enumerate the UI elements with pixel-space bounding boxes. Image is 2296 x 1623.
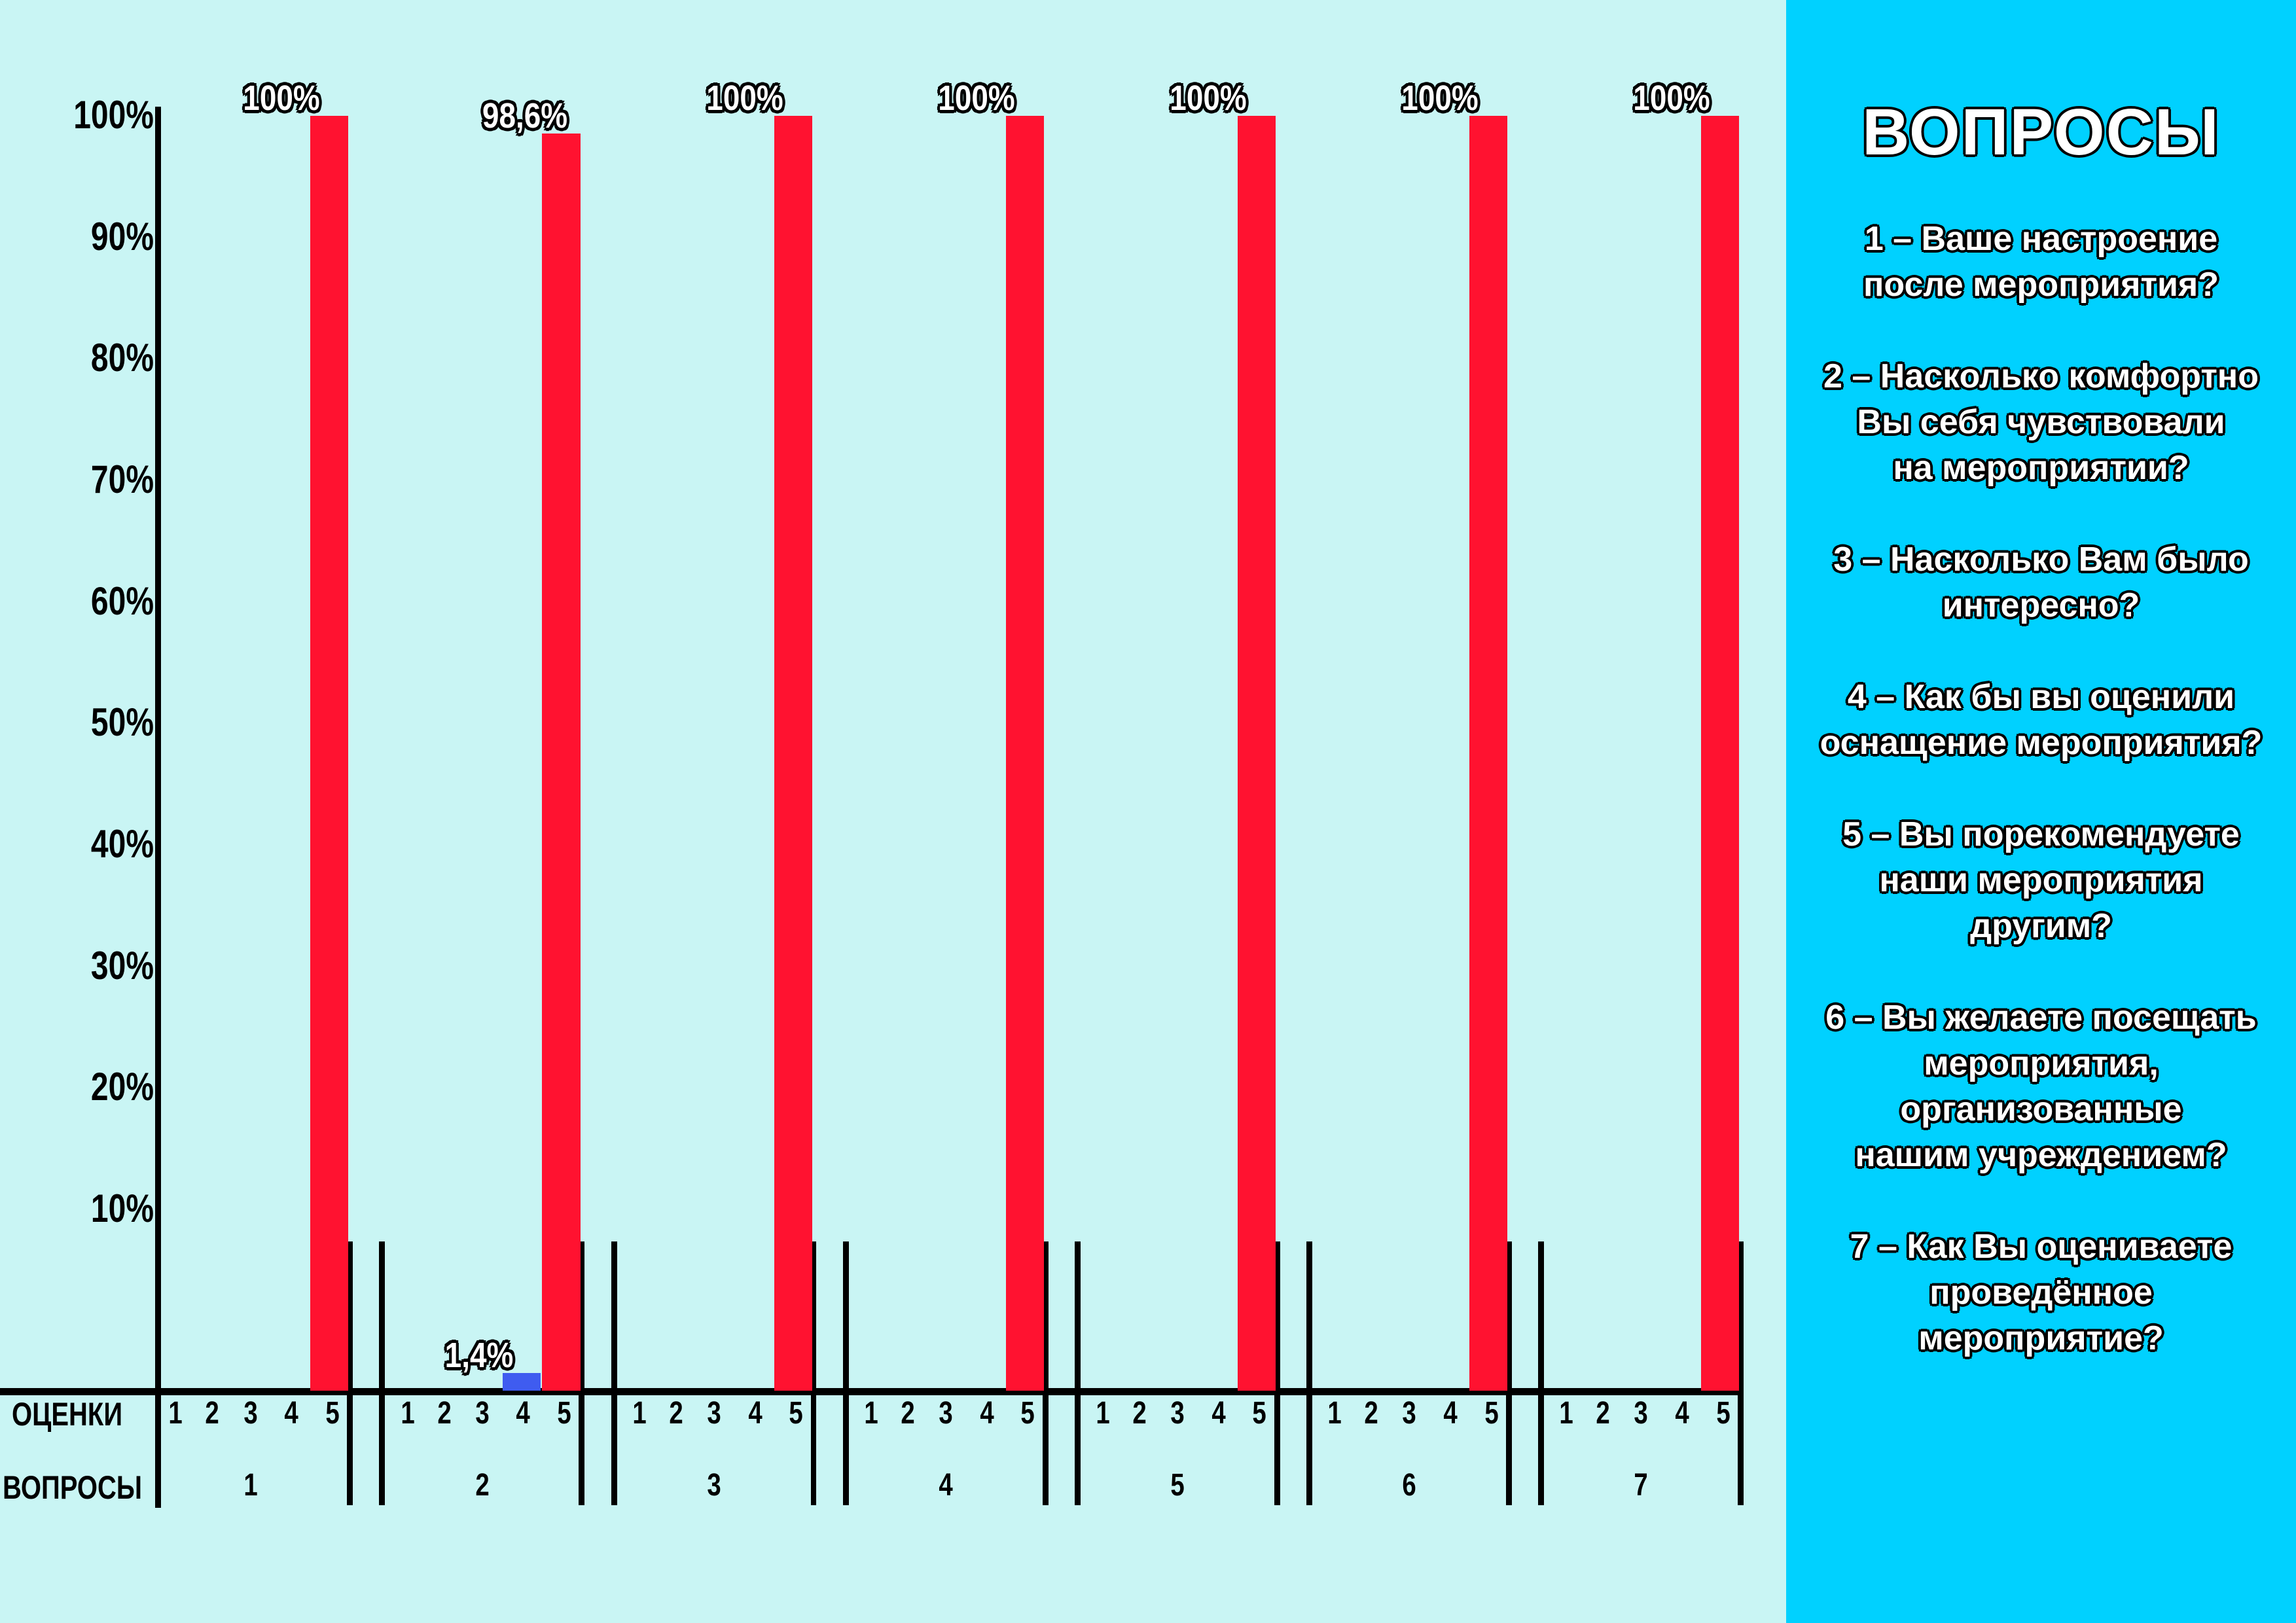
x-axis-baseline [0, 1387, 1743, 1396]
rating-tick-label: 4 [979, 1396, 994, 1431]
rating-tick-label: 1 [1096, 1396, 1110, 1431]
group-left-divider [842, 1241, 849, 1505]
rating-tick-label: 5 [1716, 1396, 1731, 1431]
bar-rating-5 [774, 115, 812, 1391]
y-tick-label: 70% [90, 457, 154, 501]
group-left-divider [1538, 1241, 1545, 1505]
rating-tick-label: 1 [1327, 1396, 1342, 1431]
data-label: 100% [938, 78, 1015, 118]
question-item: 6 – Вы желаете посещать мероприятия, орг… [1825, 999, 2257, 1174]
group-left-divider [1306, 1241, 1312, 1505]
y-tick-label: 50% [90, 700, 154, 745]
ratings-row-label: ОЦЕНКИ [11, 1396, 122, 1433]
group-left-divider [1074, 1241, 1081, 1505]
rating-tick-label: 5 [1252, 1396, 1267, 1431]
y-tick-label: 80% [90, 336, 154, 380]
rating-tick-label: 5 [557, 1396, 571, 1431]
y-tick-label: 60% [90, 579, 154, 623]
data-label: 100% [1170, 78, 1247, 118]
rating-tick-label: 2 [205, 1396, 220, 1431]
rating-tick-label: 4 [1443, 1396, 1458, 1431]
questions-row-label: ВОПРОСЫ [3, 1469, 143, 1506]
rating-tick-label: 1 [632, 1396, 647, 1431]
group-right-divider [347, 1241, 353, 1505]
rating-tick-label: 3 [243, 1396, 258, 1431]
rating-tick-label: 2 [1364, 1396, 1378, 1431]
question-item: 3 – Насколько Вам было интересно? [1833, 541, 2249, 624]
data-label: 100% [1633, 78, 1711, 118]
group-right-divider [1274, 1241, 1280, 1505]
group-right-divider [1505, 1241, 1512, 1505]
rating-tick-label: 5 [1484, 1396, 1499, 1431]
bar-rating-5 [1237, 115, 1276, 1391]
bar-rating-5 [1701, 115, 1740, 1391]
bar-rating-5 [542, 134, 581, 1391]
bar-rating-5 [1469, 115, 1508, 1391]
rating-tick-label: 4 [747, 1396, 762, 1431]
question-item: 2 – Насколько комфортно Вы себя чувствов… [1823, 357, 2259, 487]
rating-tick-label: 5 [1020, 1396, 1035, 1431]
bar-rating-5 [1005, 115, 1044, 1391]
rating-tick-label: 4 [284, 1396, 298, 1431]
questions-title: ВОПРОСЫ [1862, 96, 2220, 169]
question-number-label: 6 [1402, 1467, 1416, 1503]
rating-tick-label: 1 [168, 1396, 183, 1431]
question-number-label: 4 [939, 1467, 953, 1503]
y-tick-label: 100% [73, 92, 154, 137]
data-label: 1,4% [444, 1335, 514, 1375]
group-right-divider [1738, 1241, 1744, 1505]
y-tick-label: 90% [90, 214, 154, 259]
bar-rating-5 [310, 115, 349, 1391]
question-item: 4 – Как бы вы оценили оснащение мероприя… [1820, 678, 2263, 762]
rating-tick-label: 2 [1596, 1396, 1610, 1431]
rating-tick-label: 1 [1559, 1396, 1574, 1431]
group-right-divider [1042, 1241, 1049, 1505]
data-label: 100% [242, 78, 320, 118]
rating-tick-label: 1 [864, 1396, 878, 1431]
group-right-divider [579, 1241, 585, 1505]
data-label: 100% [1401, 78, 1479, 118]
rating-tick-label: 1 [400, 1396, 415, 1431]
rating-tick-label: 3 [475, 1396, 490, 1431]
y-tick-label: 20% [90, 1065, 154, 1109]
rating-tick-label: 3 [1634, 1396, 1649, 1431]
question-number-label: 3 [707, 1467, 721, 1503]
question-item: 7 – Как Вы оцениваете проведённое меропр… [1850, 1228, 2233, 1357]
rating-tick-label: 4 [1211, 1396, 1226, 1431]
y-axis [155, 107, 162, 1508]
rating-tick-label: 2 [437, 1396, 452, 1431]
group-right-divider [810, 1241, 817, 1505]
questions-panel: ВОПРОСЫ 1 – Ваше настроение после меропр… [1786, 0, 2296, 1623]
question-item: 5 – Вы порекомендуете наши мероприятия д… [1842, 815, 2240, 945]
group-left-divider [379, 1241, 386, 1505]
bar-rating-4 [503, 1373, 541, 1391]
data-label: 100% [706, 78, 783, 118]
group-left-divider [611, 1241, 617, 1505]
rating-tick-label: 2 [1132, 1396, 1147, 1431]
question-number-label: 7 [1634, 1467, 1649, 1503]
survey-bar-chart: 100% 90% 80% 70% 60% 50% 40% 30% 20% 10% ОЦЕНКИ ВОП… [0, 78, 1744, 1508]
y-tick-label: 10% [90, 1186, 154, 1231]
rating-tick-label: 3 [1402, 1396, 1416, 1431]
data-label: 98,6% [482, 96, 567, 135]
questions-list: 1 – Ваше настроение после мероприятия? 2… [1786, 216, 2296, 1361]
y-tick-label: 40% [90, 822, 154, 866]
rating-tick-label: 5 [789, 1396, 803, 1431]
question-number-label: 1 [243, 1467, 258, 1503]
rating-tick-label: 2 [901, 1396, 915, 1431]
rating-tick-label: 5 [325, 1396, 340, 1431]
rating-tick-label: 3 [707, 1396, 721, 1431]
rating-tick-label: 2 [669, 1396, 683, 1431]
rating-tick-label: 3 [939, 1396, 953, 1431]
y-tick-label: 30% [90, 943, 154, 988]
question-number-label: 2 [475, 1467, 490, 1503]
rating-tick-label: 3 [1170, 1396, 1185, 1431]
rating-tick-label: 4 [1675, 1396, 1689, 1431]
question-number-label: 5 [1170, 1467, 1185, 1503]
rating-tick-label: 4 [516, 1396, 531, 1431]
question-item: 1 – Ваше настроение после мероприятия? [1863, 220, 2219, 304]
